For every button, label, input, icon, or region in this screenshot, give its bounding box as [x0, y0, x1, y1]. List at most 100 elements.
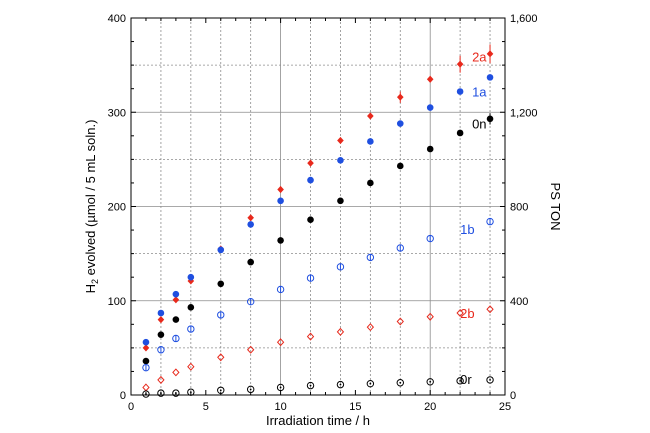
data-point-0r: [456, 377, 464, 385]
data-point-2a: [157, 316, 165, 324]
data-point-2a: [367, 112, 374, 120]
data-point-2a: [172, 296, 180, 304]
data-point-0n: [307, 216, 314, 223]
x-tick-label: 0: [128, 401, 134, 413]
data-point-0n: [426, 145, 434, 153]
data-point-0n: [367, 179, 374, 187]
y2-tick-label: 400: [510, 296, 528, 308]
data-point-1a: [456, 88, 464, 95]
data-point-0n: [217, 280, 225, 288]
y2-tick-label: 800: [510, 202, 528, 214]
data-point-1a: [187, 273, 195, 281]
x-tick-label: 25: [499, 401, 511, 413]
y-tick-label: 400: [108, 13, 126, 25]
data-point-0r-dot: [369, 382, 372, 385]
data-point-1a: [247, 221, 254, 228]
y-axis-title-main: H: [83, 284, 98, 293]
series-1b: [142, 217, 494, 372]
data-point-2b: [217, 353, 225, 362]
y2-tick-label: 1,200: [510, 107, 538, 119]
data-point-0n: [456, 129, 464, 137]
data-point-1a: [486, 74, 494, 81]
y-tick-label: 300: [108, 107, 126, 119]
data-point-0r: [396, 379, 404, 387]
data-point-0r-dot: [339, 383, 342, 386]
data-point-2b: [456, 308, 464, 318]
data-point-0r-dot: [399, 381, 402, 384]
data-point-0n: [187, 304, 195, 311]
data-point-0r: [306, 381, 315, 390]
data-point-0r: [246, 385, 255, 394]
y-tick-label: 200: [108, 202, 126, 214]
data-point-0r-dot: [145, 393, 147, 395]
data-point-0n: [396, 162, 404, 170]
data-point-2a: [426, 75, 434, 83]
y-axis-title: H2 evolved (µmol / 5 mL soln.): [83, 120, 100, 294]
data-point-2a: [486, 50, 494, 58]
data-point-2b: [366, 323, 375, 332]
data-point-1a: [142, 338, 150, 346]
data-point-0r-dot: [174, 392, 177, 395]
data-point-0r-dot: [189, 391, 192, 394]
data-point-0r: [142, 390, 150, 398]
series-label-0n: 0n: [472, 117, 486, 132]
data-point-0n: [142, 357, 150, 365]
data-point-2b: [247, 345, 255, 354]
data-point-0r-dot: [429, 380, 432, 383]
series-0n: [142, 115, 494, 365]
y-tick-label: 0: [120, 390, 126, 402]
data-point-2b: [396, 317, 404, 326]
data-point-0r: [426, 378, 434, 386]
x-axis-title: Irradiation time / h: [266, 413, 370, 428]
data-point-0r-dot: [489, 379, 491, 381]
data-point-0r: [172, 389, 180, 397]
data-point-0n: [277, 237, 284, 244]
data-point-1a: [426, 104, 434, 111]
series-label-1a: 1a: [472, 84, 487, 99]
y-tick-label: 100: [108, 296, 126, 308]
y-axis-title-sub: 2: [90, 279, 100, 284]
data-point-2a: [142, 344, 150, 352]
x-tick-label: 10: [274, 401, 286, 413]
data-point-1a: [396, 120, 404, 127]
data-point-0r: [486, 376, 494, 384]
data-point-2b: [172, 368, 180, 377]
data-point-1a: [172, 290, 180, 298]
data-point-2b: [157, 375, 165, 384]
y-axis-title-rest: evolved (µmol / 5 mL soln.): [83, 120, 98, 279]
data-point-0n: [337, 197, 344, 205]
series-label-0r: 0r: [460, 372, 472, 387]
data-marks: [142, 44, 494, 398]
data-point-2a: [277, 185, 284, 194]
data-point-0r: [217, 386, 225, 394]
data-point-0r-dot: [160, 392, 162, 395]
data-point-1a: [337, 157, 344, 164]
y2-tick-label: 1,600: [510, 13, 538, 25]
data-point-1a: [307, 176, 314, 184]
data-point-0r-dot: [279, 386, 282, 389]
data-point-0n: [172, 316, 180, 323]
data-point-2a: [396, 93, 404, 101]
data-point-2b: [142, 383, 150, 392]
data-point-2b: [276, 338, 285, 347]
data-point-1a: [157, 309, 165, 317]
data-point-2b: [306, 332, 315, 341]
series-label-1b: 1b: [460, 222, 474, 237]
data-point-0r: [336, 380, 345, 389]
x-tick-label: 20: [424, 401, 436, 413]
data-point-1a: [367, 138, 374, 145]
grid: [131, 18, 505, 395]
data-point-1a: [217, 246, 225, 254]
data-point-2a: [337, 136, 344, 145]
data-point-2a: [247, 214, 254, 222]
data-point-2b: [486, 305, 494, 314]
data-point-0r: [157, 389, 165, 397]
x-tick-label: 5: [203, 401, 209, 413]
data-point-2b: [336, 327, 345, 336]
y2-tick-label: 0: [510, 390, 516, 402]
data-point-0r-dot: [249, 388, 252, 391]
series-label-2b: 2b: [460, 306, 474, 321]
data-point-0r: [276, 383, 285, 392]
